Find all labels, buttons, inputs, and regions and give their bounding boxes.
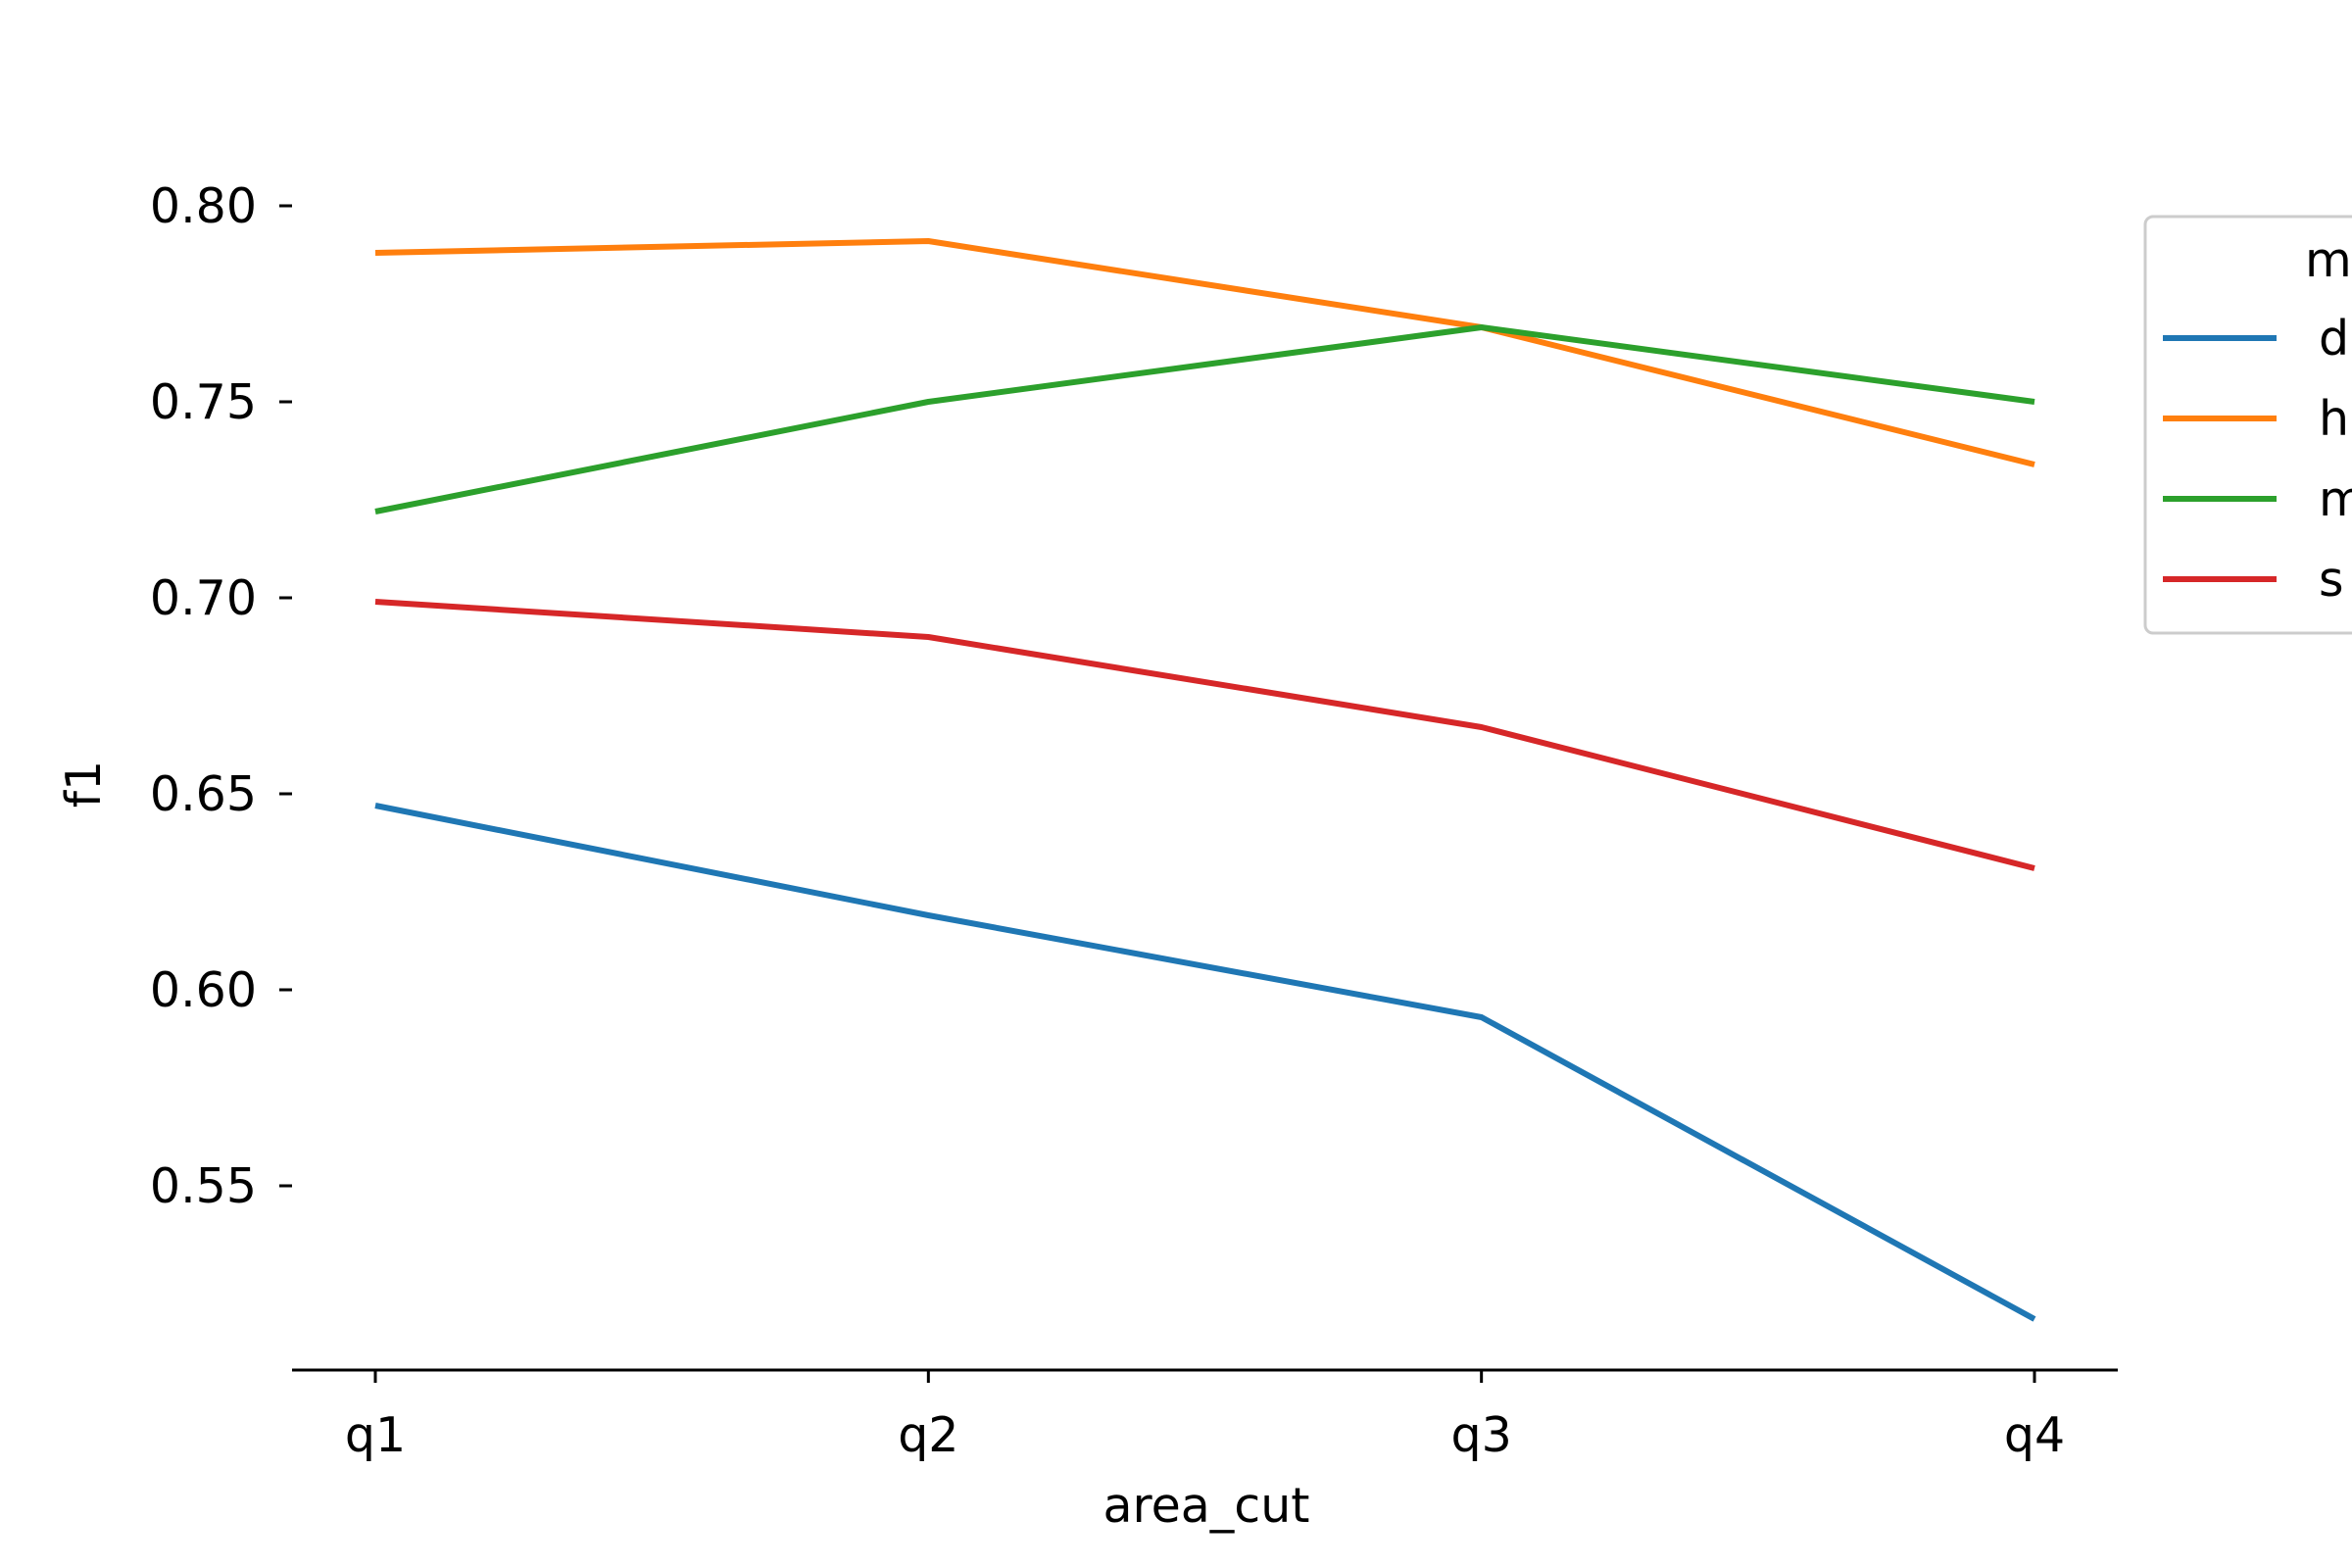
x-tick-label: q3 bbox=[1451, 1407, 1512, 1463]
legend-title: m bbox=[2305, 232, 2352, 288]
y-tick-label: 0.60 bbox=[150, 962, 257, 1018]
series-line-h bbox=[374, 238, 2035, 467]
series-lines bbox=[374, 238, 2036, 1322]
x-tick-label: q1 bbox=[345, 1407, 406, 1463]
legend-label-m: m bbox=[2319, 471, 2352, 527]
legend-box bbox=[2143, 215, 2352, 635]
legend-label-h: h bbox=[2319, 391, 2349, 447]
axes: q1 q2 q3 q4 0.55 0.60 0.65 0.70 0.75 0.80 bbox=[150, 178, 2118, 1463]
y-tick-label: 0.75 bbox=[150, 374, 257, 430]
series-line-d bbox=[374, 803, 2036, 1322]
y-tick-label: 0.80 bbox=[150, 178, 257, 234]
x-axis-label: area_cut bbox=[1103, 1478, 1310, 1534]
legend-label-d: d bbox=[2319, 311, 2349, 367]
y-axis-label: f1 bbox=[56, 760, 112, 808]
x-tick-label: q2 bbox=[898, 1407, 958, 1463]
legend-label-s: s bbox=[2319, 552, 2344, 608]
y-tick-label: 0.65 bbox=[150, 766, 257, 822]
y-tick-label: 0.55 bbox=[150, 1158, 257, 1214]
y-tick-label: 0.70 bbox=[150, 570, 257, 626]
series-line-m bbox=[374, 324, 2035, 514]
series-line-s bbox=[374, 599, 2035, 871]
x-tick-label: q4 bbox=[2004, 1407, 2065, 1463]
